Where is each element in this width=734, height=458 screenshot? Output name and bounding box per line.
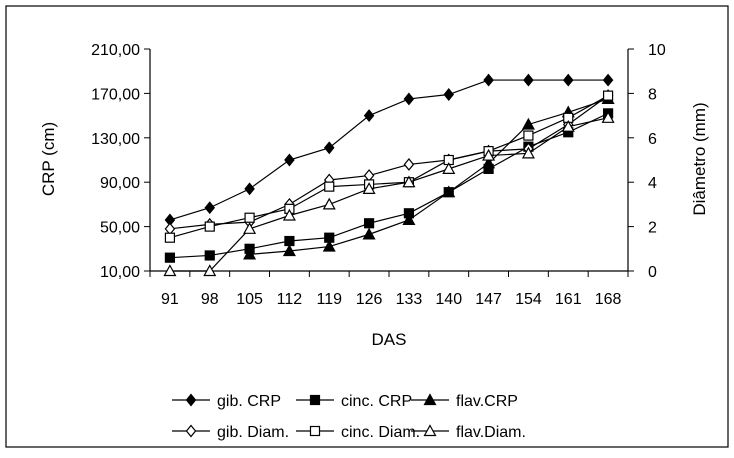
y-left-tick-label: 130,00	[91, 131, 140, 148]
y-left-tick-label: 10,00	[100, 264, 140, 281]
data-point	[205, 222, 214, 231]
legend-marker	[311, 396, 320, 405]
legend-marker	[311, 427, 320, 436]
x-axis-label: DAS	[372, 330, 407, 349]
y-right-tick-label: 0	[648, 264, 657, 281]
data-point	[325, 182, 334, 191]
data-point	[604, 91, 613, 100]
y-right-tick-label: 6	[648, 131, 657, 148]
y-right-tick-label: 8	[648, 86, 657, 103]
x-tick-label: 140	[435, 291, 462, 308]
legend-label: gib. CRP	[217, 393, 281, 410]
x-tick-label: 147	[475, 291, 502, 308]
data-point	[245, 213, 254, 222]
x-tick-label: 112	[277, 291, 303, 308]
legend-label: cinc. Diam.	[341, 424, 420, 441]
legend-label: cinc. CRP	[341, 393, 412, 410]
data-point	[524, 131, 533, 140]
y-left-tick-label: 90,00	[100, 175, 140, 192]
x-tick-label: 133	[396, 291, 423, 308]
y-axis-right-label: Diâmetro (mm)	[690, 102, 709, 215]
y-right-tick-label: 4	[648, 175, 657, 192]
y-right-tick-label: 2	[648, 220, 657, 237]
x-tick-label: 161	[555, 291, 582, 308]
x-tick-label: 98	[201, 291, 219, 308]
y-axis-left-label: CRP (cm)	[39, 122, 58, 196]
data-point	[285, 237, 294, 246]
y-left-tick-label: 170,00	[91, 86, 140, 103]
data-point	[205, 251, 214, 260]
data-point	[165, 233, 174, 242]
x-tick-label: 91	[161, 291, 179, 308]
x-tick-label: 126	[356, 291, 383, 308]
legend-label: flav.CRP	[456, 393, 518, 410]
legend-label: flav.Diam.	[456, 424, 526, 441]
data-point	[165, 253, 174, 262]
y-right-tick-label: 10	[648, 42, 666, 59]
y-left-tick-label: 50,00	[100, 220, 140, 237]
legend-label: gib. Diam.	[217, 424, 289, 441]
x-tick-label: 154	[515, 291, 542, 308]
y-left-tick-label: 210,00	[91, 42, 140, 59]
x-tick-label: 168	[595, 291, 622, 308]
x-tick-label: 105	[236, 291, 263, 308]
data-point	[365, 219, 374, 228]
x-tick-label: 119	[316, 291, 342, 308]
